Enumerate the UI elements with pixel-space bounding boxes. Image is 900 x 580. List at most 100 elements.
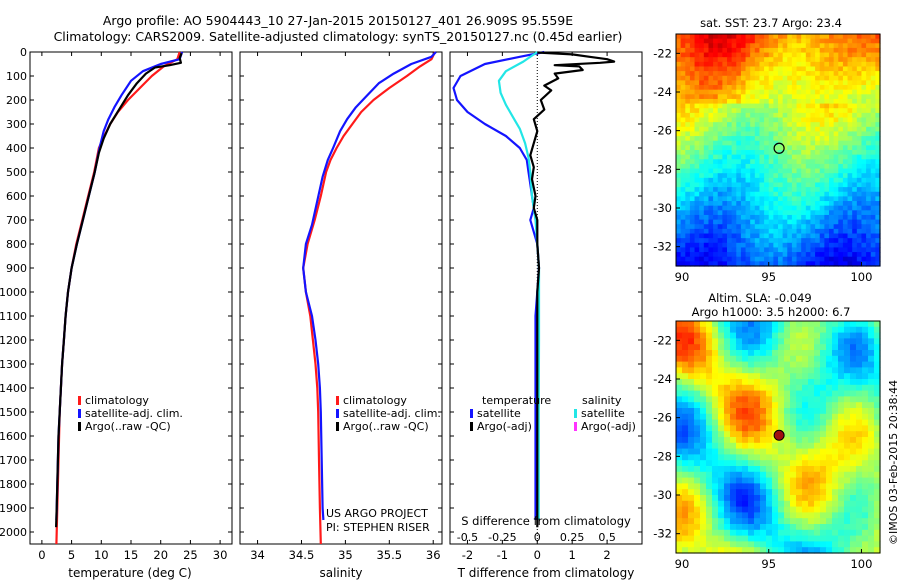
map-cell — [760, 355, 767, 363]
map-cell — [699, 150, 705, 156]
map-cell — [712, 500, 719, 508]
map-cell — [850, 332, 857, 339]
map-cell — [736, 131, 742, 137]
map-cell — [680, 131, 686, 137]
map-cell — [764, 173, 770, 179]
map-cell — [766, 396, 773, 403]
map-cell — [826, 350, 833, 357]
map-cell — [824, 136, 830, 142]
map-cell — [819, 85, 825, 91]
map-cell — [768, 57, 774, 63]
map-cell — [706, 384, 713, 392]
map-cell — [838, 524, 845, 531]
map-cell — [833, 66, 839, 72]
map-cell — [874, 373, 881, 380]
map-cell — [722, 47, 728, 54]
map-cell — [784, 396, 791, 403]
map-cell — [766, 431, 773, 438]
map-cell — [717, 247, 723, 253]
map-cell — [724, 321, 731, 328]
map-x-tick-label: 100 — [850, 270, 872, 284]
map-cell — [682, 477, 689, 484]
map-cell — [700, 367, 707, 374]
map-cell — [727, 173, 733, 179]
map-cell — [782, 252, 788, 258]
map-cell — [875, 205, 881, 211]
map-cell — [819, 214, 825, 221]
map-cell — [819, 52, 825, 58]
map-cell — [754, 495, 761, 502]
map-cell — [838, 326, 845, 334]
map-cell — [706, 448, 713, 455]
map-cell — [731, 112, 737, 119]
map-cell — [844, 373, 851, 380]
map-cell — [814, 350, 821, 357]
map-cell — [833, 224, 839, 230]
map-cell — [694, 367, 701, 374]
map-cell — [724, 460, 731, 467]
map-cell — [810, 75, 816, 81]
map-cell — [850, 384, 857, 392]
map-cell — [810, 187, 816, 193]
map-cell — [754, 355, 761, 363]
map-cell — [699, 98, 705, 105]
map-cell — [838, 344, 845, 351]
map-cell — [842, 117, 849, 123]
map-cell — [754, 228, 761, 235]
map-cell — [847, 122, 853, 128]
map-cell — [676, 233, 682, 239]
map-cell — [708, 136, 714, 142]
map-cell — [773, 233, 779, 239]
map-cell — [838, 103, 844, 109]
map-cell — [736, 454, 743, 461]
map-cell — [829, 66, 835, 72]
map-cell — [847, 247, 853, 253]
map-cell — [844, 321, 851, 328]
map-cell — [764, 205, 770, 211]
map-cell — [699, 126, 705, 133]
map-cell — [866, 112, 872, 119]
map-cell — [750, 108, 756, 114]
map-cell — [826, 379, 833, 386]
map-cell — [801, 47, 807, 54]
map-cell — [688, 529, 695, 537]
map-cell — [768, 150, 774, 156]
map-cell — [790, 396, 797, 403]
map-cell — [676, 361, 683, 368]
map-cell — [724, 489, 731, 496]
map-cell — [833, 150, 839, 156]
map-cell — [861, 163, 867, 170]
map-cell — [842, 159, 849, 165]
map-cell — [772, 535, 779, 542]
map-x-tick-label: 90 — [675, 270, 690, 284]
map-cell — [832, 396, 839, 403]
map-cell — [796, 321, 803, 328]
map-cell — [796, 38, 802, 44]
map-cell — [790, 448, 797, 455]
map-cell — [856, 140, 863, 146]
map-cell — [852, 122, 858, 128]
map-cell — [861, 52, 867, 58]
legend-label-climatology: climatology — [343, 394, 407, 407]
map-cell — [676, 196, 682, 202]
map-cell — [736, 224, 742, 230]
map-cell — [685, 112, 691, 119]
map-cell — [875, 201, 881, 207]
map-cell — [712, 535, 719, 542]
map-cell — [676, 413, 683, 421]
map-cell — [699, 163, 705, 170]
map-cell — [810, 80, 816, 86]
map-cell — [796, 57, 802, 63]
map-cell — [814, 390, 821, 397]
map-cell — [724, 500, 731, 508]
map-cell — [862, 367, 869, 374]
map-cell — [791, 57, 798, 63]
map-cell — [760, 379, 767, 386]
map-cell — [676, 261, 682, 267]
map-cell — [764, 187, 770, 193]
map-cell — [778, 122, 784, 128]
map-cell — [694, 94, 700, 100]
map-cell — [706, 396, 713, 403]
map-cell — [833, 159, 839, 165]
map-cell — [852, 61, 858, 68]
